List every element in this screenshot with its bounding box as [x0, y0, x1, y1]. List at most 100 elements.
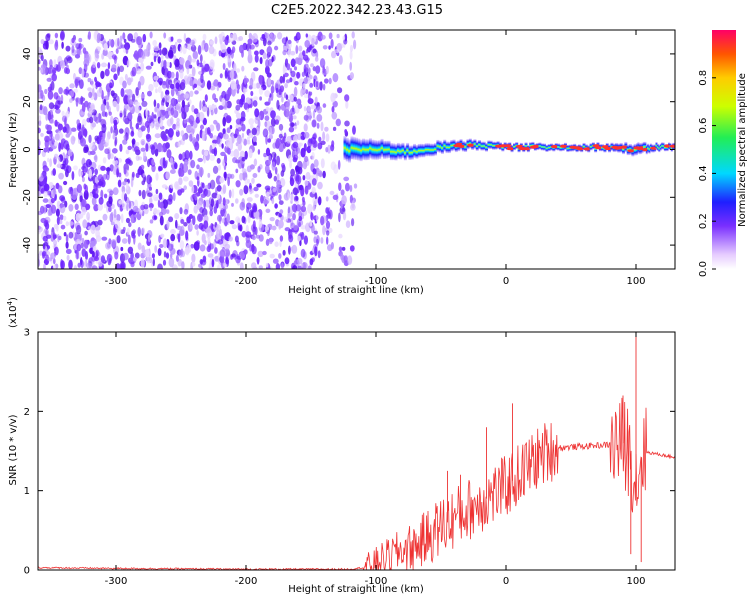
noise-speckle — [170, 228, 176, 235]
noise-speckle — [123, 103, 128, 112]
signal-track-segment — [594, 145, 598, 153]
noise-speckle — [300, 225, 307, 230]
noise-speckle — [46, 77, 52, 82]
noise-speckle — [261, 33, 266, 40]
snr-ytick: 3 — [24, 328, 30, 339]
noise-speckle — [81, 237, 85, 244]
signal-track-segment — [443, 139, 447, 152]
noise-speckle — [151, 158, 155, 166]
noise-speckle — [163, 32, 167, 39]
noise-speckle — [231, 224, 238, 230]
noise-speckle — [45, 40, 49, 50]
noise-speckle — [226, 89, 231, 99]
noise-speckle — [262, 128, 269, 138]
noise-speckle — [38, 127, 41, 134]
noise-speckle — [197, 45, 202, 55]
noise-speckle — [110, 211, 114, 218]
noise-speckle — [227, 117, 232, 122]
noise-speckle — [239, 44, 244, 54]
noise-speckle — [58, 172, 64, 180]
noise-speckle — [206, 126, 211, 135]
snr-axes: -300 -200 -100 0 100 0 1 2 3 — [24, 328, 675, 587]
noise-speckle — [186, 124, 192, 134]
noise-speckle — [140, 93, 146, 99]
noise-speckle — [153, 75, 159, 81]
noise-speckle — [283, 132, 287, 139]
noise-speckle — [342, 35, 346, 41]
noise-speckle — [262, 199, 269, 205]
noise-speckle — [127, 112, 133, 122]
signal-peak — [560, 144, 568, 148]
noise-speckle — [58, 61, 61, 71]
noise-speckle — [135, 63, 139, 71]
noise-speckle — [47, 90, 54, 100]
colorbar-tick: 0.8 — [698, 70, 709, 86]
noise-speckle — [290, 70, 296, 78]
noise-speckle — [194, 194, 198, 201]
signal-track-segment — [543, 143, 546, 151]
noise-speckle — [236, 68, 241, 73]
noise-speckle — [258, 86, 264, 95]
noise-speckle — [270, 117, 276, 127]
noise-speckle — [178, 153, 183, 161]
noise-speckle — [156, 102, 160, 109]
noise-speckle — [59, 195, 65, 202]
noise-speckle — [266, 46, 273, 55]
noise-speckle — [314, 246, 318, 257]
noise-speckle — [178, 177, 183, 186]
noise-speckle — [292, 265, 298, 269]
noise-speckle — [145, 143, 149, 152]
noise-speckle — [45, 33, 51, 42]
noise-speckle — [168, 79, 173, 86]
noise-speckle — [96, 89, 103, 98]
signal-track-segment — [408, 145, 412, 160]
noise-speckle — [130, 230, 136, 237]
noise-speckle — [314, 56, 319, 62]
noise-speckle — [183, 185, 187, 191]
noise-speckle — [306, 146, 312, 154]
noise-speckle — [278, 123, 284, 131]
noise-speckle — [292, 125, 298, 130]
noise-speckle — [329, 190, 335, 196]
signal-track-segment — [633, 143, 637, 156]
noise-speckle — [155, 88, 158, 94]
signal-track-segment — [417, 143, 421, 158]
noise-speckle — [307, 182, 312, 190]
noise-speckle — [302, 200, 306, 207]
noise-speckle — [55, 208, 60, 217]
noise-speckle — [248, 209, 254, 218]
noise-speckle — [38, 258, 41, 267]
noise-speckle — [94, 76, 97, 83]
noise-speckle — [291, 149, 296, 159]
noise-speckle — [300, 205, 307, 213]
noise-speckle — [284, 257, 290, 265]
noise-speckle — [147, 192, 153, 197]
noise-speckle — [254, 50, 259, 56]
noise-speckle — [91, 196, 97, 206]
noise-speckle — [338, 182, 342, 191]
noise-speckle — [278, 213, 282, 218]
noise-speckle — [243, 75, 247, 85]
noise-speckle — [265, 65, 270, 75]
noise-speckle — [165, 252, 170, 259]
noise-speckle — [85, 251, 88, 261]
noise-speckle — [130, 208, 133, 216]
noise-speckle — [137, 226, 141, 237]
noise-speckle — [160, 91, 164, 100]
noise-speckle — [154, 196, 159, 201]
noise-speckle — [71, 171, 75, 181]
noise-speckle — [130, 261, 135, 268]
noise-speckle — [315, 65, 321, 74]
noise-speckle — [54, 246, 59, 256]
signal-track-segment — [656, 143, 659, 151]
noise-speckle — [244, 150, 248, 160]
noise-speckle — [128, 200, 132, 209]
noise-speckle — [240, 116, 246, 122]
noise-speckle — [219, 228, 222, 239]
noise-speckle — [175, 254, 179, 262]
noise-speckle — [141, 100, 148, 107]
spectrogram-ytick: -20 — [22, 189, 33, 205]
snr-xtick: -200 — [235, 576, 258, 587]
signal-track-segment — [663, 144, 666, 152]
noise-speckle — [207, 237, 211, 245]
